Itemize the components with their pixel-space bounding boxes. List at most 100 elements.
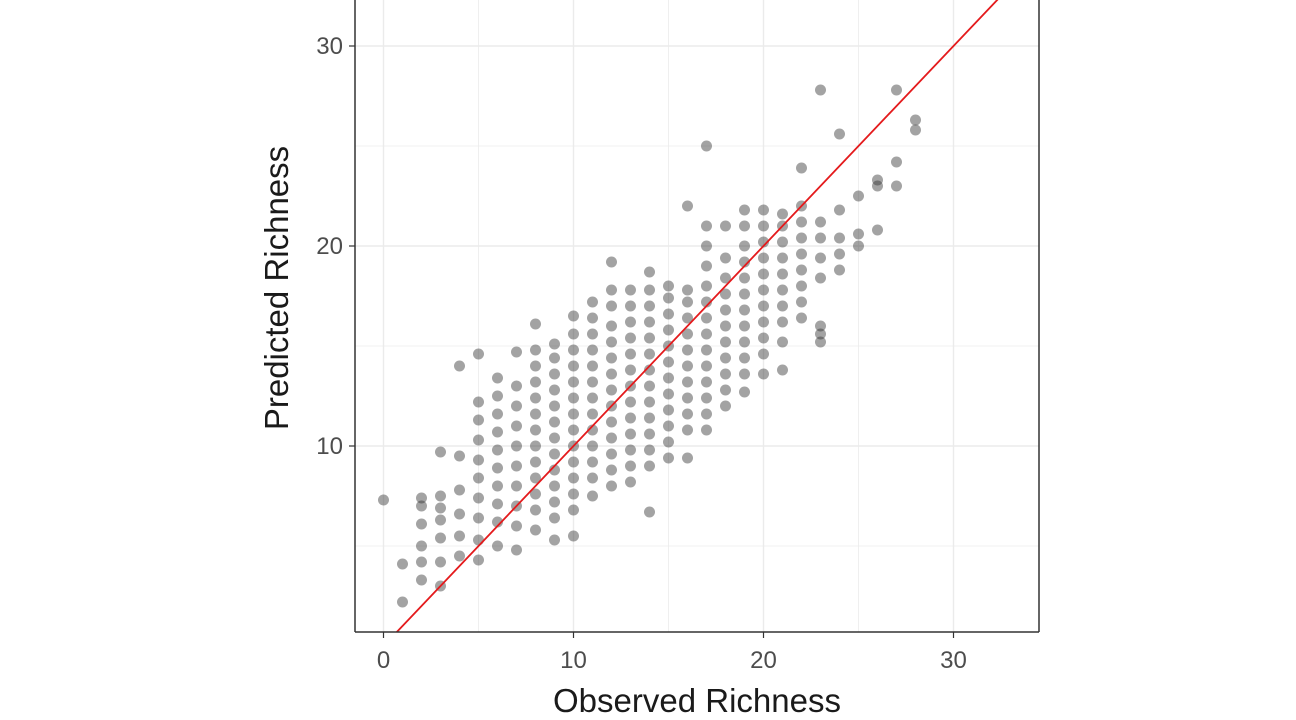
data-point [511, 420, 522, 432]
data-point [720, 304, 731, 316]
y-tick-label: 30 [316, 33, 343, 60]
data-point [454, 450, 465, 462]
data-point [720, 272, 731, 284]
data-point [492, 540, 503, 552]
data-point [549, 464, 560, 476]
data-point [530, 472, 541, 484]
data-point [625, 428, 636, 440]
data-point [777, 284, 788, 296]
data-point [758, 348, 769, 360]
data-point [720, 384, 731, 396]
data-point [815, 320, 826, 332]
data-point [682, 344, 693, 356]
data-point [815, 328, 826, 340]
data-point [758, 236, 769, 248]
data-point [530, 344, 541, 356]
data-point [701, 376, 712, 388]
data-point [587, 392, 598, 404]
data-point [606, 432, 617, 444]
data-point [720, 220, 731, 232]
y-tick-label: 10 [316, 433, 343, 460]
data-point [587, 424, 598, 436]
data-point [549, 480, 560, 492]
data-point [739, 204, 750, 216]
data-point [473, 534, 484, 546]
data-point [435, 514, 446, 526]
data-point [511, 380, 522, 392]
data-point [796, 264, 807, 276]
data-point [606, 300, 617, 312]
data-point [397, 558, 408, 570]
data-point [758, 252, 769, 264]
data-point [720, 336, 731, 348]
data-point [701, 328, 712, 340]
data-point [796, 232, 807, 244]
data-point [701, 280, 712, 292]
data-point [606, 284, 617, 296]
data-point [758, 300, 769, 312]
data-point [549, 448, 560, 460]
data-point [777, 236, 788, 248]
data-point [568, 328, 579, 340]
data-point [473, 472, 484, 484]
data-point [568, 530, 579, 542]
data-point [530, 456, 541, 468]
data-point [910, 124, 921, 136]
data-point [644, 348, 655, 360]
data-point [416, 574, 427, 586]
data-point [511, 460, 522, 472]
data-point [758, 220, 769, 232]
data-point [701, 424, 712, 436]
data-point [872, 180, 883, 192]
data-point [549, 338, 560, 350]
data-point [606, 336, 617, 348]
data-point [416, 518, 427, 530]
data-point [511, 440, 522, 452]
data-point [378, 494, 389, 506]
x-tick-label: 0 [377, 647, 390, 674]
grid-lines [355, 0, 1039, 632]
data-point [530, 360, 541, 372]
data-point [435, 502, 446, 514]
data-point [644, 428, 655, 440]
data-point [872, 224, 883, 236]
data-point [473, 348, 484, 360]
data-point [587, 376, 598, 388]
data-point [454, 360, 465, 372]
data-point [701, 344, 712, 356]
data-point [568, 310, 579, 322]
data-point [796, 312, 807, 324]
data-point [872, 174, 883, 186]
data-point [492, 480, 503, 492]
data-point [416, 556, 427, 568]
data-point [454, 484, 465, 496]
data-point [834, 248, 845, 260]
data-point [568, 408, 579, 420]
data-point [587, 440, 598, 452]
data-point [492, 444, 503, 456]
x-tick-label: 30 [940, 647, 967, 674]
data-point [625, 460, 636, 472]
data-point [644, 284, 655, 296]
data-point [739, 386, 750, 398]
data-point [606, 384, 617, 396]
data-point [701, 392, 712, 404]
data-point [530, 488, 541, 500]
data-point [511, 520, 522, 532]
data-point [587, 456, 598, 468]
data-point [644, 460, 655, 472]
data-point [549, 512, 560, 524]
plot-border [354, 0, 1040, 633]
data-point [739, 336, 750, 348]
data-point [530, 424, 541, 436]
data-point [473, 414, 484, 426]
data-point [853, 240, 864, 252]
data-point [568, 392, 579, 404]
data-point [663, 452, 674, 464]
y-axis-ticks: 10 20 30 [316, 33, 355, 460]
data-point [701, 140, 712, 152]
data-point [625, 476, 636, 488]
data-point [416, 492, 427, 504]
data-point [568, 472, 579, 484]
x-axis-title: Observed Richness [553, 682, 841, 719]
